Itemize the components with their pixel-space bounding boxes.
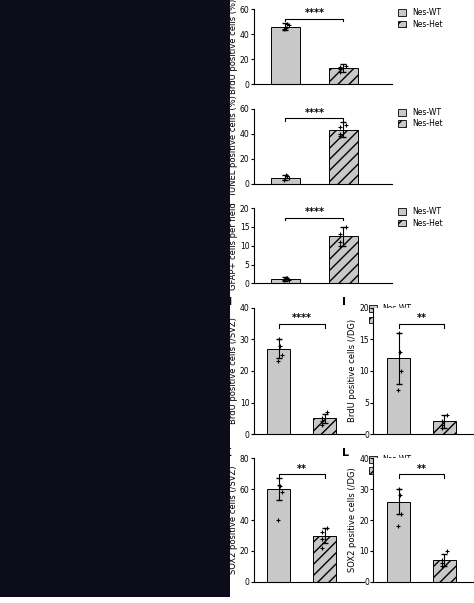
Legend: Nes-WT, Nes-Het: Nes-WT, Nes-Het bbox=[395, 5, 446, 32]
Bar bbox=[329, 68, 358, 84]
Legend: Nes-WT, Nes-Het: Nes-WT, Nes-Het bbox=[366, 301, 416, 327]
Bar bbox=[267, 489, 290, 582]
Bar bbox=[433, 421, 456, 434]
Bar bbox=[329, 236, 358, 283]
Text: I: I bbox=[342, 297, 346, 308]
Text: L: L bbox=[342, 449, 349, 458]
Y-axis label: BrdU positive cells (/SVZ): BrdU positive cells (/SVZ) bbox=[228, 317, 237, 425]
Bar bbox=[433, 560, 456, 582]
Text: ****: **** bbox=[304, 207, 324, 218]
Bar bbox=[387, 502, 410, 582]
Y-axis label: TUNEL positive cells (%): TUNEL positive cells (%) bbox=[228, 95, 237, 197]
Bar bbox=[313, 418, 336, 434]
Y-axis label: GFAP+ cells per field: GFAP+ cells per field bbox=[229, 202, 238, 289]
Bar bbox=[271, 27, 300, 84]
Text: ****: **** bbox=[292, 314, 312, 323]
Bar bbox=[271, 178, 300, 184]
Text: B: B bbox=[215, 3, 223, 13]
Text: D: D bbox=[215, 103, 224, 113]
Legend: Nes-WT, Nes-Het: Nes-WT, Nes-Het bbox=[366, 452, 416, 479]
Text: **: ** bbox=[417, 314, 427, 323]
Text: H: H bbox=[223, 297, 232, 308]
Text: ****: **** bbox=[304, 108, 324, 118]
Y-axis label: BrdU positive cells (%): BrdU positive cells (%) bbox=[228, 0, 237, 94]
Bar bbox=[387, 358, 410, 434]
Legend: Nes-WT, Nes-Het: Nes-WT, Nes-Het bbox=[395, 105, 446, 131]
Bar bbox=[329, 130, 358, 184]
Text: ****: **** bbox=[304, 8, 324, 19]
Bar bbox=[313, 535, 336, 582]
Legend: Nes-WT, Nes-Het: Nes-WT, Nes-Het bbox=[395, 204, 446, 231]
Y-axis label: SOX2 positive cells (/SVZ): SOX2 positive cells (/SVZ) bbox=[228, 466, 237, 574]
Y-axis label: BrdU positive cells (/DG): BrdU positive cells (/DG) bbox=[348, 319, 357, 423]
Y-axis label: SOX2 positive cells (/DG): SOX2 positive cells (/DG) bbox=[348, 468, 357, 572]
Text: K: K bbox=[223, 449, 231, 458]
Text: **: ** bbox=[297, 464, 307, 474]
Bar bbox=[267, 349, 290, 434]
Text: F: F bbox=[215, 202, 222, 212]
Bar bbox=[271, 279, 300, 283]
Text: **: ** bbox=[417, 464, 427, 474]
